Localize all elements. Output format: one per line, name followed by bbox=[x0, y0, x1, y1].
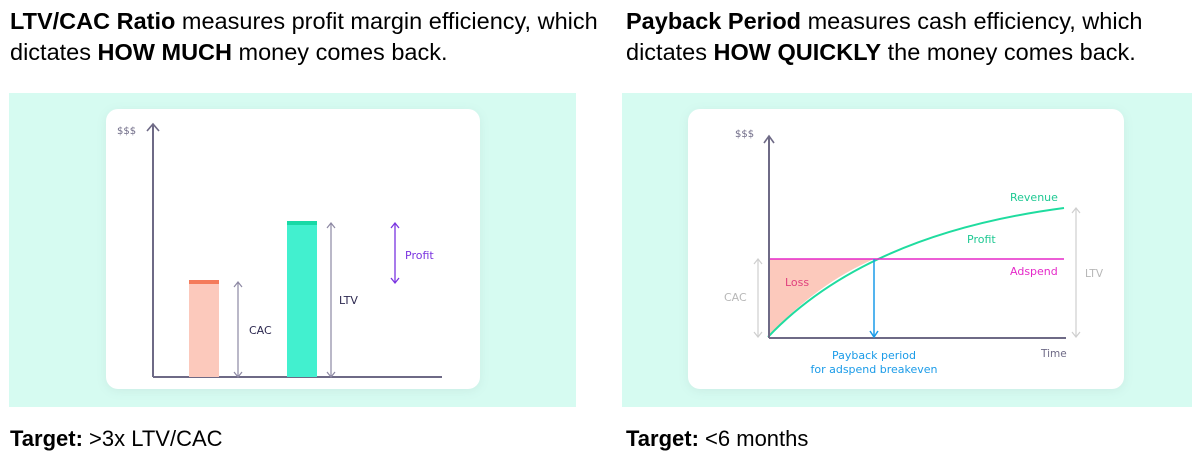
cac-arrow-head-down bbox=[233, 371, 243, 378]
profit-label: Profit bbox=[967, 233, 996, 246]
adspend-label: Adspend bbox=[1010, 265, 1058, 278]
ltv-arrow-head-up bbox=[326, 222, 336, 229]
heading-bold-title: Payback Period bbox=[626, 8, 802, 34]
target-bold-label: Target: bbox=[10, 426, 83, 451]
ltv-label: LTV bbox=[339, 294, 358, 307]
ltv-bar bbox=[287, 223, 317, 377]
target-value: <6 months bbox=[698, 426, 809, 451]
ltv-cac-diagram-card: $$$ CAC LTV Profit bbox=[106, 109, 480, 389]
cac-arrow-head-down bbox=[753, 331, 763, 338]
profit-arrow-head-down bbox=[390, 277, 400, 285]
heading-text: measures cash efficiency, which dictates bbox=[626, 8, 1143, 65]
profit-arrow-head-up bbox=[390, 221, 400, 229]
ltv-arrow-head-down bbox=[326, 371, 336, 378]
ltv-arrow-head-down bbox=[1071, 331, 1081, 338]
heading-bold-title: LTV/CAC Ratio bbox=[10, 8, 176, 34]
loss-area bbox=[768, 259, 874, 337]
y-axis-arrowhead bbox=[146, 122, 160, 132]
revenue-label: Revenue bbox=[1010, 191, 1058, 204]
target-value: >3x LTV/CAC bbox=[82, 426, 223, 451]
payback-label-line1: Payback period bbox=[832, 349, 916, 362]
ltv-cac-diagram: $$$ CAC LTV Profit bbox=[117, 122, 442, 378]
x-axis-label: Time bbox=[1040, 348, 1067, 360]
cac-arrow-head-up bbox=[233, 281, 243, 288]
ltv-label: LTV bbox=[1085, 268, 1104, 280]
y-axis-label: $$$ bbox=[117, 126, 136, 137]
ltv-cac-panel: $$$ CAC LTV Profit bbox=[9, 93, 576, 407]
heading-ltv-cac: LTV/CAC Ratio measures profit margin eff… bbox=[10, 6, 600, 68]
y-axis-label: $$$ bbox=[735, 129, 754, 140]
cac-arrow-head-up bbox=[753, 258, 763, 265]
cac-label: CAC bbox=[249, 324, 272, 337]
payback-label-line2: for adspend breakeven bbox=[810, 363, 937, 376]
cac-bar bbox=[189, 282, 219, 377]
payback-period-panel: $$$ Time CAC LTV Revenue Profit Adspend … bbox=[622, 93, 1192, 407]
target-ltv-cac: Target: >3x LTV/CAC bbox=[10, 426, 223, 452]
target-payback: Target: <6 months bbox=[626, 426, 808, 452]
cac-bar-top bbox=[189, 280, 219, 284]
heading-text-end: the money comes back. bbox=[881, 39, 1136, 65]
payback-arrow-head bbox=[869, 330, 879, 339]
heading-bold-emphasis: HOW QUICKLY bbox=[713, 39, 882, 65]
ltv-bar-top bbox=[287, 221, 317, 225]
heading-text-end: money comes back. bbox=[231, 39, 448, 65]
revenue-curve bbox=[767, 207, 1065, 338]
ltv-arrow-head-up bbox=[1071, 207, 1081, 214]
cac-label: CAC bbox=[724, 291, 747, 304]
heading-text: measures profit margin efficiency, which… bbox=[10, 8, 598, 65]
loss-label: Loss bbox=[785, 276, 809, 289]
y-axis-arrowhead bbox=[763, 134, 775, 144]
heading-payback-period: Payback Period measures cash efficiency,… bbox=[626, 6, 1200, 68]
target-bold-label: Target: bbox=[626, 426, 699, 451]
heading-bold-emphasis: HOW MUCH bbox=[97, 39, 232, 65]
profit-label: Profit bbox=[405, 249, 434, 262]
payback-diagram: $$$ Time CAC LTV Revenue Profit Adspend … bbox=[724, 129, 1104, 376]
payback-diagram-card: $$$ Time CAC LTV Revenue Profit Adspend … bbox=[688, 109, 1124, 389]
